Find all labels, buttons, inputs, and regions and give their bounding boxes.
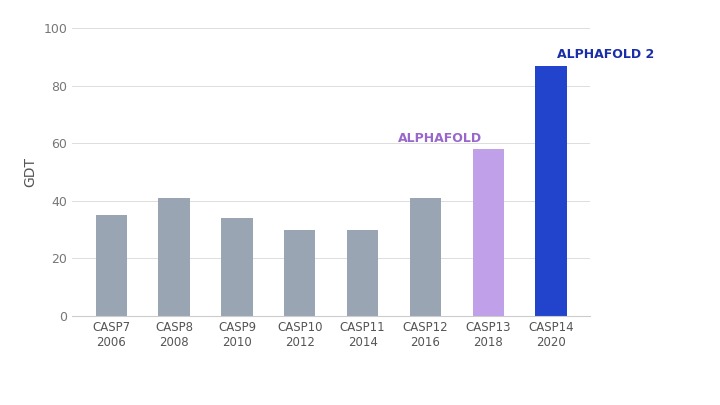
Bar (536, 66, 567, 316)
Bar (472, 149, 504, 316)
Bar (221, 218, 253, 316)
Text: ALPHAFOLD: ALPHAFOLD (398, 132, 482, 145)
Bar (96, 215, 127, 316)
Text: ALPHAFOLD 2: ALPHAFOLD 2 (557, 49, 654, 62)
Bar (158, 198, 190, 316)
Bar (410, 198, 441, 316)
Y-axis label: GDT: GDT (24, 157, 37, 187)
Bar (347, 230, 378, 316)
Bar (284, 230, 315, 316)
